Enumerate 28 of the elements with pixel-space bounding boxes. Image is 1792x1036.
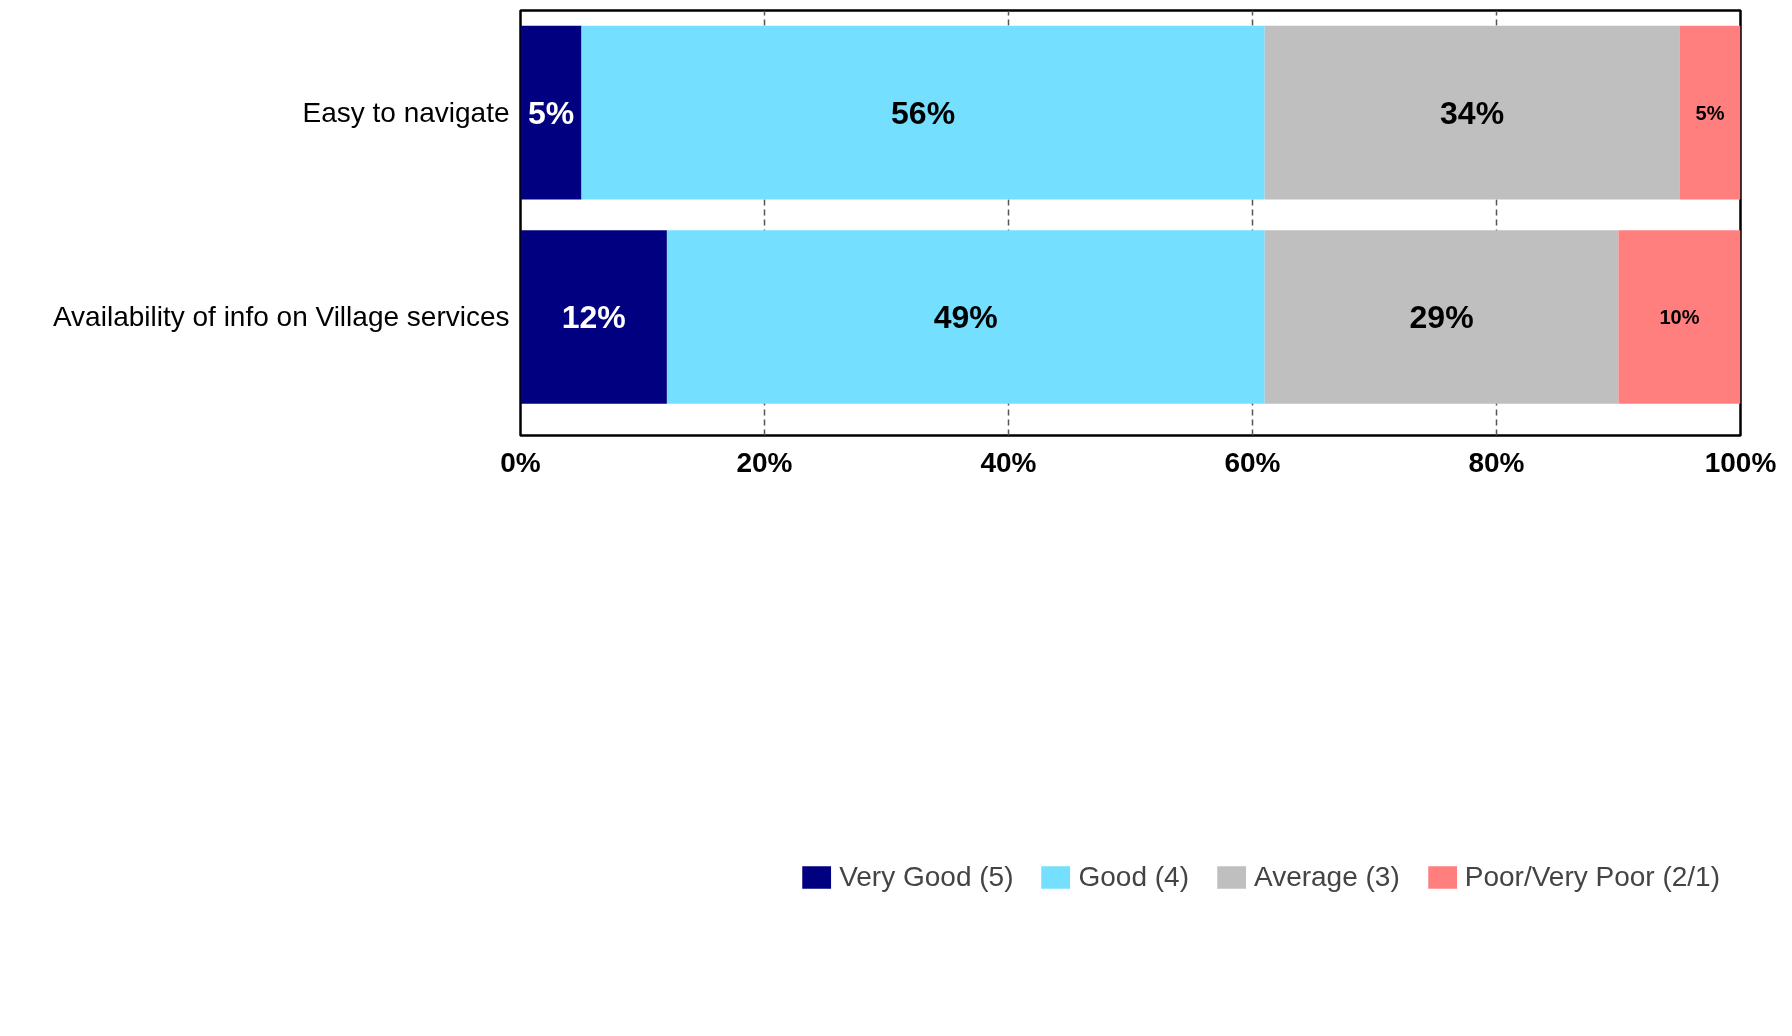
- bar: [1679, 25, 1741, 200]
- legend-label: Average (3): [1253, 861, 1400, 893]
- legend-label: Poor/Very Poor (2/1): [1464, 861, 1720, 893]
- bar: [1264, 25, 1680, 200]
- data-label: 49%: [933, 298, 998, 335]
- data-label: 5%: [527, 94, 575, 131]
- x-tick-label: 100%: [1704, 446, 1777, 478]
- x-tick-label: 40%: [980, 446, 1037, 478]
- data-label: 10%: [1659, 305, 1700, 328]
- bar: [581, 25, 1265, 200]
- bar: [666, 230, 1265, 404]
- data-label: 5%: [1695, 101, 1725, 124]
- bar: [520, 25, 582, 200]
- data-label: 12%: [561, 298, 626, 335]
- x-tick-label: 0%: [500, 446, 541, 478]
- y-tick-label: Easy to navigate: [302, 97, 510, 129]
- x-tick-label: 60%: [1224, 446, 1281, 478]
- y-tick-label: Availability of info on Village services: [52, 301, 510, 333]
- x-tick-label: 20%: [736, 446, 793, 478]
- bar: [1264, 230, 1619, 404]
- data-label: 34%: [1440, 94, 1505, 131]
- bar: [1618, 230, 1741, 404]
- bar: [520, 230, 667, 404]
- x-tick-label: 80%: [1468, 446, 1525, 478]
- data-label: 56%: [891, 94, 956, 131]
- data-label: 29%: [1409, 298, 1474, 335]
- legend-label: Very Good (5): [839, 861, 1014, 893]
- legend-label: Good (4): [1078, 861, 1189, 893]
